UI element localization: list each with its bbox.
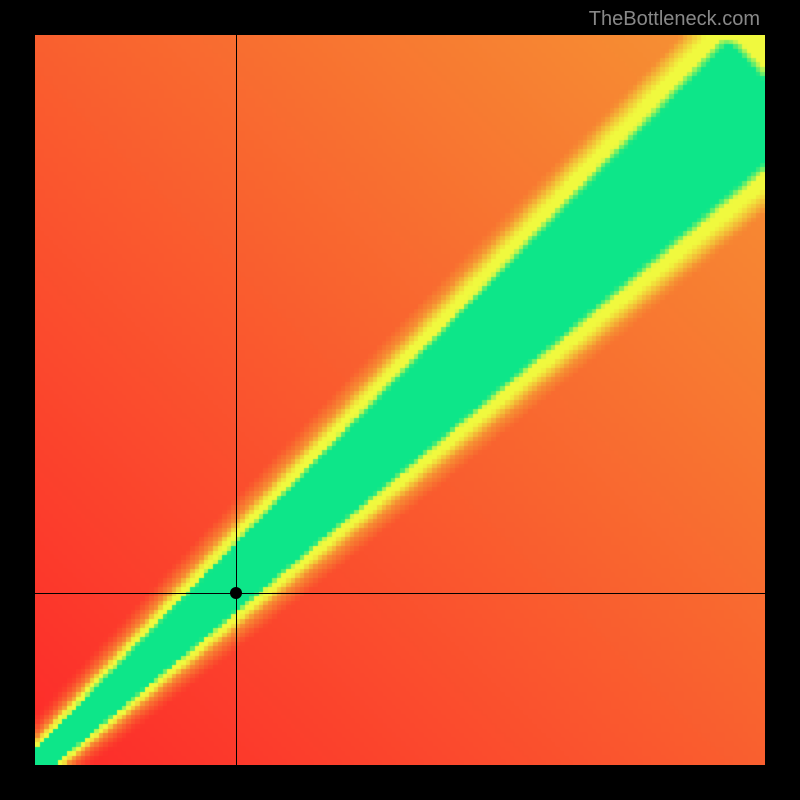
crosshair-vertical [236, 35, 237, 765]
heatmap-canvas [35, 35, 765, 765]
heatmap-plot [35, 35, 765, 765]
watermark-text: TheBottleneck.com [589, 8, 760, 31]
crosshair-dot [230, 587, 242, 599]
crosshair-horizontal [35, 593, 765, 594]
